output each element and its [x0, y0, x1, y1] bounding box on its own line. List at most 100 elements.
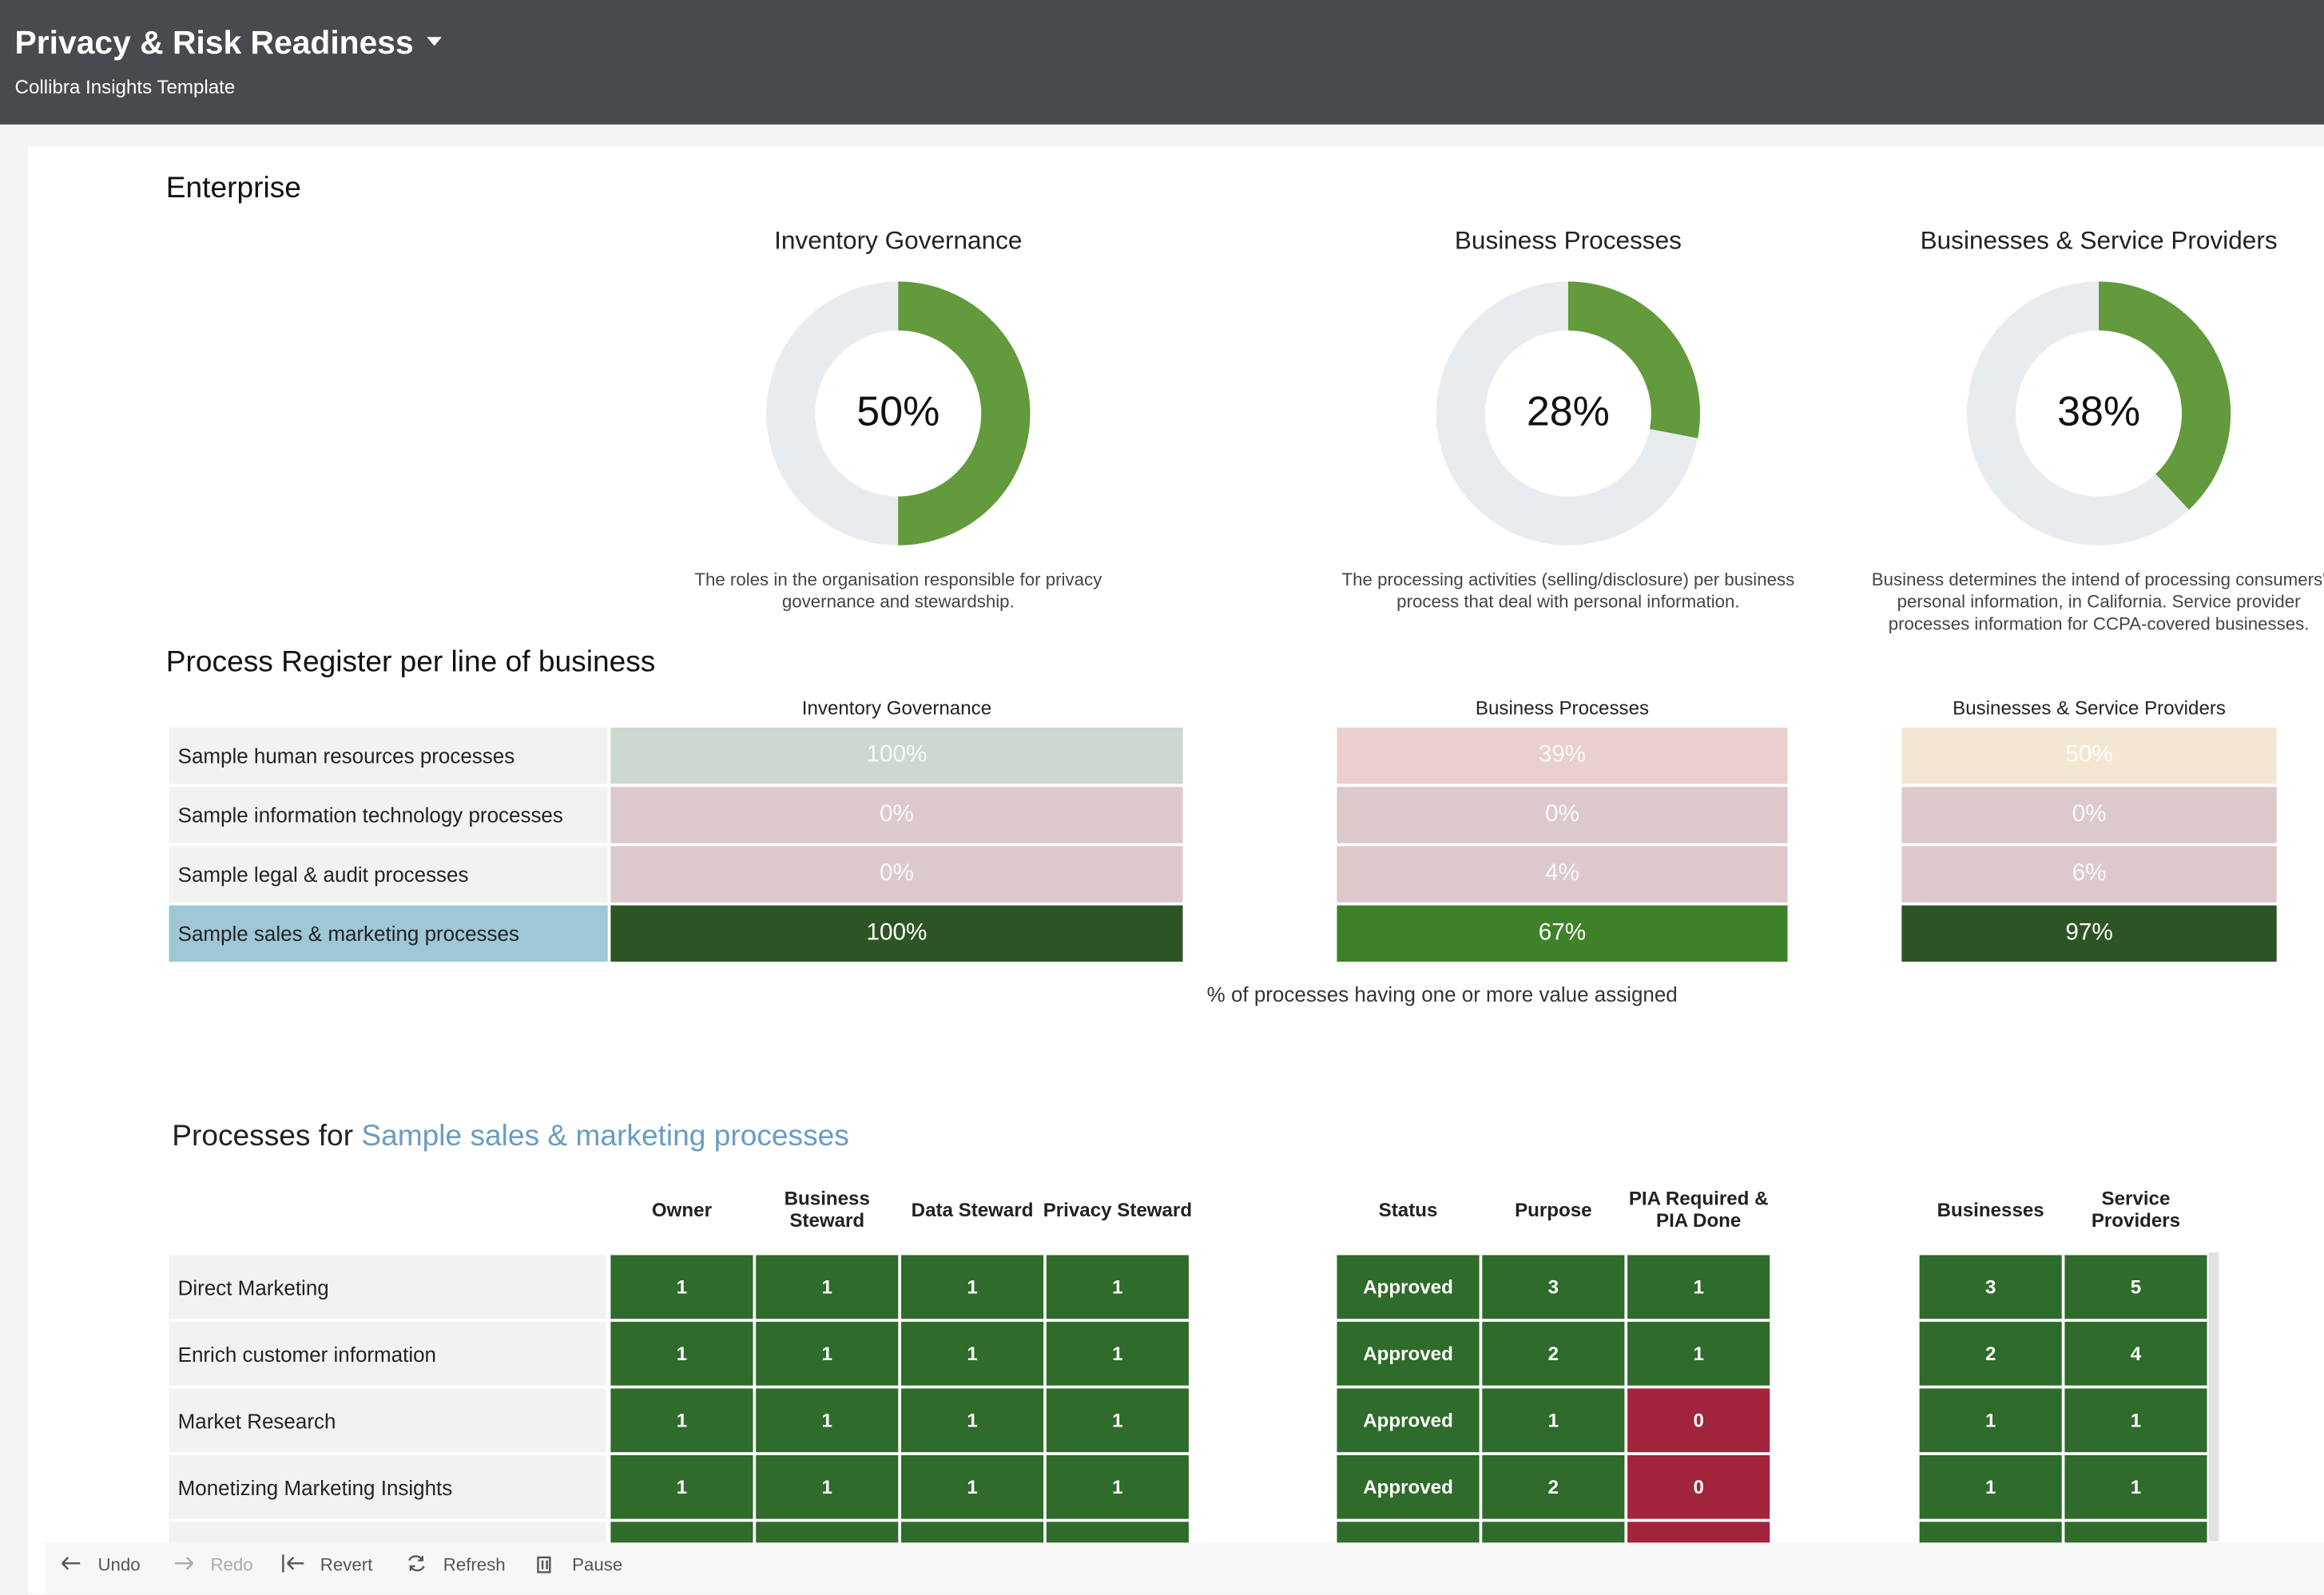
table-cell	[901, 1522, 1044, 1543]
column-header: Businesses	[1937, 1198, 2044, 1220]
toolbar-icon	[282, 1554, 304, 1573]
table-cell	[2064, 1522, 2207, 1543]
heat-cell[interactable]: 4%	[1337, 846, 1788, 903]
heat-cell[interactable]: 39%	[1337, 727, 1788, 784]
table-cell[interactable]: 1	[901, 1255, 1044, 1319]
table-cell[interactable]: 1	[901, 1454, 1044, 1519]
donut-label: 38%	[2057, 388, 2141, 434]
donut	[766, 281, 1031, 546]
table-cell[interactable]: 1	[1046, 1321, 1189, 1386]
heat-cell[interactable]: 100%	[610, 905, 1183, 962]
section-heading: Processes for Sample sales & marketing p…	[172, 1121, 849, 1155]
donut-title: Inventory Governance	[774, 226, 1023, 256]
table-cell[interactable]: 1	[756, 1321, 899, 1386]
row-name[interactable]: Market Research	[169, 1388, 606, 1453]
toolbar-button[interactable]: Redo	[210, 1554, 253, 1576]
donut-description: The processing activities (selling/discl…	[1341, 569, 1795, 613]
donut	[1966, 281, 2231, 546]
table-cell[interactable]: Approved	[1337, 1388, 1480, 1453]
table-cell[interactable]: 0	[1627, 1388, 1770, 1453]
toolbar-icon	[407, 1555, 425, 1572]
toolbar-button[interactable]: Undo	[97, 1554, 141, 1576]
table-cell[interactable]: 1	[756, 1255, 899, 1319]
heat-cell[interactable]: 0%	[610, 846, 1183, 903]
table-cell[interactable]: 1	[610, 1321, 753, 1386]
table-cell[interactable]: 1	[1919, 1388, 2062, 1453]
table-cell[interactable]: Approved	[1337, 1255, 1480, 1319]
heat-cell[interactable]: 0%	[1901, 787, 2277, 843]
table-cell[interactable]: 1	[610, 1388, 753, 1453]
table-cell[interactable]: 0	[1627, 1454, 1770, 1519]
table-cell[interactable]: 1	[1627, 1255, 1770, 1319]
table-cell[interactable]: 1	[901, 1388, 1044, 1453]
table-cell[interactable]: 3	[1919, 1255, 2062, 1319]
page-subtitle: Collibra Insights Template	[14, 75, 236, 98]
row-name[interactable]: Enrich customer information	[169, 1321, 606, 1386]
table-cell[interactable]: Approved	[1337, 1454, 1480, 1519]
page-title[interactable]: Privacy & Risk Readiness	[14, 23, 414, 61]
dropdown-caret[interactable]	[425, 36, 443, 48]
table-cell	[1337, 1522, 1480, 1543]
table-cell	[756, 1522, 899, 1543]
heat-cell[interactable]: 97%	[1901, 905, 2277, 962]
column-header: Status	[1378, 1198, 1438, 1220]
selected-link[interactable]: Sample sales & marketing processes	[361, 1120, 849, 1153]
donut-title: Businesses & Service Providers	[1920, 226, 2278, 256]
table-cell[interactable]: 1	[756, 1388, 899, 1453]
table-cell	[610, 1522, 753, 1543]
row-name[interactable]: Sample legal & audit processes	[169, 846, 608, 903]
table-cell[interactable]: 1	[1919, 1454, 2062, 1519]
column-header: Data Steward	[911, 1198, 1034, 1220]
heat-cell[interactable]: 100%	[610, 727, 1183, 784]
donut-description: Business determines the intend of proces…	[1871, 569, 2324, 635]
row-name[interactable]: Monetizing Marketing Insights	[169, 1454, 606, 1519]
table-cell[interactable]: 2	[1919, 1321, 2062, 1386]
scrollbar[interactable]	[2208, 1252, 2219, 1541]
table-cell[interactable]: 4	[2064, 1321, 2207, 1386]
table-cell[interactable]: 1	[2064, 1388, 2207, 1453]
table-cell	[1919, 1522, 2062, 1543]
column-header: Purpose	[1515, 1198, 1592, 1220]
row-name[interactable]: Sample human resources processes	[169, 727, 608, 784]
column-header: Businesses & Service Providers	[1953, 696, 2226, 719]
donut	[1436, 281, 1701, 546]
row-name[interactable]: Sample information technology processes	[169, 787, 608, 843]
table-cell[interactable]: 1	[1046, 1255, 1189, 1319]
table-cell[interactable]: 1	[1627, 1321, 1770, 1386]
heat-cell[interactable]: 67%	[1337, 905, 1788, 962]
heat-cell[interactable]: 6%	[1901, 846, 2277, 903]
table-cell[interactable]: 2	[1482, 1321, 1625, 1386]
table-cell[interactable]: 1	[610, 1255, 753, 1319]
toolbar-button[interactable]: Pause	[572, 1554, 623, 1576]
toolbar-icon	[537, 1556, 551, 1573]
donut-description: The roles in the organisation responsibl…	[694, 569, 1102, 613]
donut-arc	[1966, 281, 2231, 546]
row-name[interactable]: Sample sales & marketing processes	[169, 905, 608, 962]
toolbar-button[interactable]: Revert	[320, 1554, 373, 1576]
heat-cell[interactable]: 0%	[1337, 787, 1788, 843]
table-cell[interactable]: Approved	[1337, 1321, 1480, 1386]
table-cell	[1482, 1522, 1625, 1543]
toolbar-button[interactable]: Refresh	[443, 1554, 506, 1576]
toolbar-icon	[174, 1557, 194, 1570]
table-cell[interactable]: 5	[2064, 1255, 2207, 1319]
section-heading: Process Register per line of business	[165, 645, 656, 679]
donut-arc	[1436, 281, 1701, 546]
column-header: Business Steward	[784, 1187, 870, 1232]
table-cell[interactable]: 1	[1482, 1388, 1625, 1453]
table-cell[interactable]: 1	[1046, 1454, 1189, 1519]
column-header: Privacy Steward	[1043, 1198, 1193, 1220]
heat-cell[interactable]: 50%	[1901, 727, 2277, 784]
table-cell[interactable]: 1	[1046, 1388, 1189, 1453]
heat-cell[interactable]: 0%	[610, 787, 1183, 843]
table-cell[interactable]: 1	[756, 1454, 899, 1519]
header-bar	[0, 0, 2324, 125]
row-name[interactable]: Direct Marketing	[169, 1255, 606, 1319]
table-cell[interactable]: 1	[901, 1321, 1044, 1386]
table-cell[interactable]: 1	[2064, 1454, 2207, 1519]
table-cell[interactable]: 3	[1482, 1255, 1625, 1319]
row-name	[169, 1522, 606, 1543]
table-cell[interactable]: 1	[610, 1454, 753, 1519]
table-cell[interactable]: 2	[1482, 1454, 1625, 1519]
